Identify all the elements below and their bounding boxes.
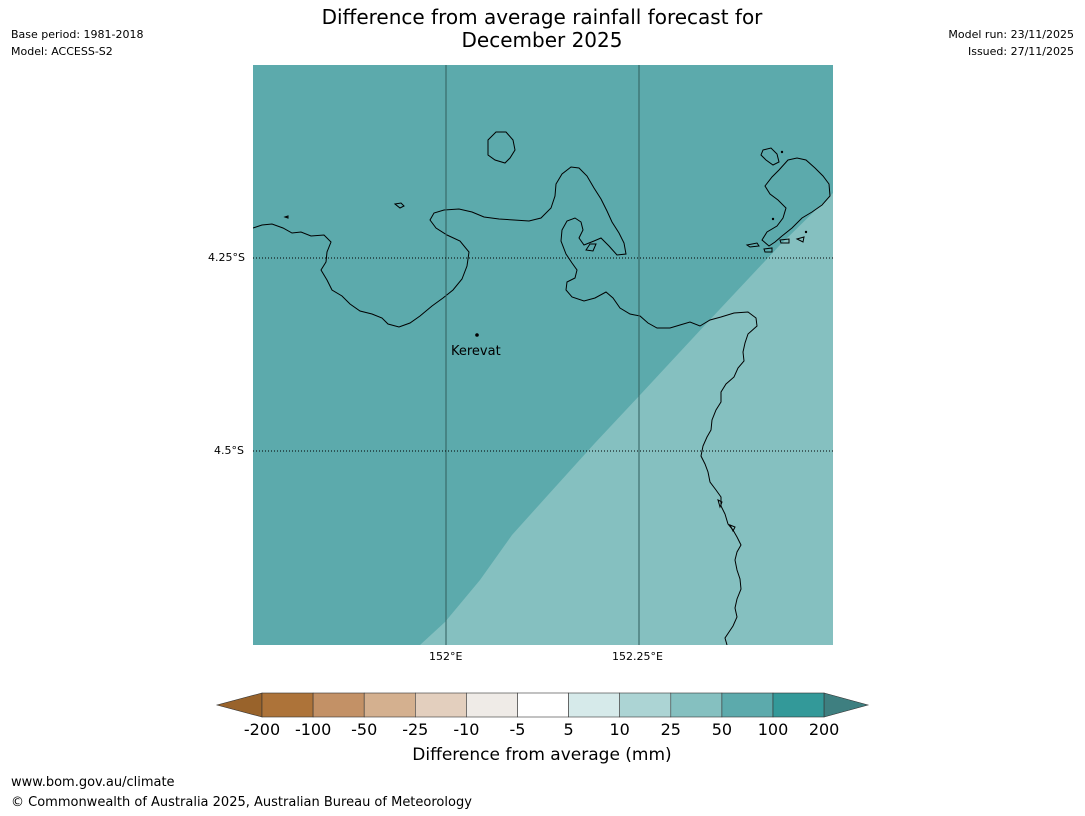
base-period-text: Base period: 1981-2018 [11,28,144,41]
title-line-2: December 2025 [461,28,623,52]
kerevat-label: Kerevat [451,344,501,359]
colorbar-extend-high [823,692,870,718]
map-area: Kerevat [253,65,833,645]
coastline-islet [717,499,723,509]
colorbar-tick-label: -100 [294,720,332,739]
title-line-1: Difference from average rainfall forecas… [321,5,763,29]
coastline-islet [763,247,773,253]
coastline-islet [393,202,405,209]
colorbar-segment [568,692,620,718]
colorbar-tick-label: -10 [453,720,480,739]
kerevat-marker [475,333,479,337]
colorbar-segment [363,692,416,718]
islet-dot [780,150,784,154]
model-run-text: Model run: 23/11/2025 [948,28,1074,41]
lon-label-152: 152°E [429,650,463,663]
islet-dot [804,230,808,234]
coastline-duke-of-york-main [761,157,831,247]
footer-url: www.bom.gov.au/climate [11,775,175,790]
colorbar-segment [772,692,825,718]
lat-label-4-25: 4.25°S [208,251,245,264]
colorbar-tick-label: 200 [808,720,840,739]
colorbar-tick-label: -200 [243,720,281,739]
colorbar-segment [466,692,518,718]
coastline-islet [779,238,790,244]
colorbar-label: Difference from average (mm) [412,745,672,765]
colorbar-tick-label: -50 [351,720,378,739]
issued-text: Issued: 27/11/2025 [967,45,1074,58]
coastline-duke-of-york [760,147,780,166]
coastline-islet [728,524,736,533]
colorbar-tick-label: -25 [402,720,429,739]
colorbar-tick-label: 25 [660,720,681,739]
colorbar-segment [670,692,723,718]
colorbar-extend-low [215,692,263,718]
colorbar-tick-label: 5 [563,720,574,739]
colorbar-tick-label: 10 [609,720,630,739]
coastline-island-small [487,131,516,164]
colorbar-tick-label: 50 [711,720,733,739]
colorbar-segment [517,692,569,718]
coastline-islet [283,215,289,219]
coastline-islet [745,242,760,248]
map-title: Difference from average rainfall forecas… [242,6,842,52]
islet-dot [771,217,775,221]
colorbar-segment [721,692,774,718]
colorbar-segment [312,692,365,718]
model-text: Model: ACCESS-S2 [11,45,113,58]
lon-label-152-25: 152.25°E [612,650,663,663]
coastline-main [253,166,758,645]
colorbar-segment [414,692,467,718]
colorbar-tick-label: -5 [509,720,526,739]
colorbar-segment [261,692,314,718]
metadata-right: Model run: 23/11/2025 Issued: 27/11/2025 [948,26,1074,60]
coastline-headland [585,243,597,252]
footer-copyright: © Commonwealth of Australia 2025, Austra… [11,795,472,810]
coastline [253,131,831,645]
metadata-left: Base period: 1981-2018 Model: ACCESS-S2 [11,26,143,60]
colorbar-segment [619,692,672,718]
rainfall-zone-25-50 [420,193,833,645]
colorbar-tick-label: 100 [757,720,789,739]
lat-label-4-5: 4.5°S [214,444,244,457]
coastline-islet [795,236,805,243]
